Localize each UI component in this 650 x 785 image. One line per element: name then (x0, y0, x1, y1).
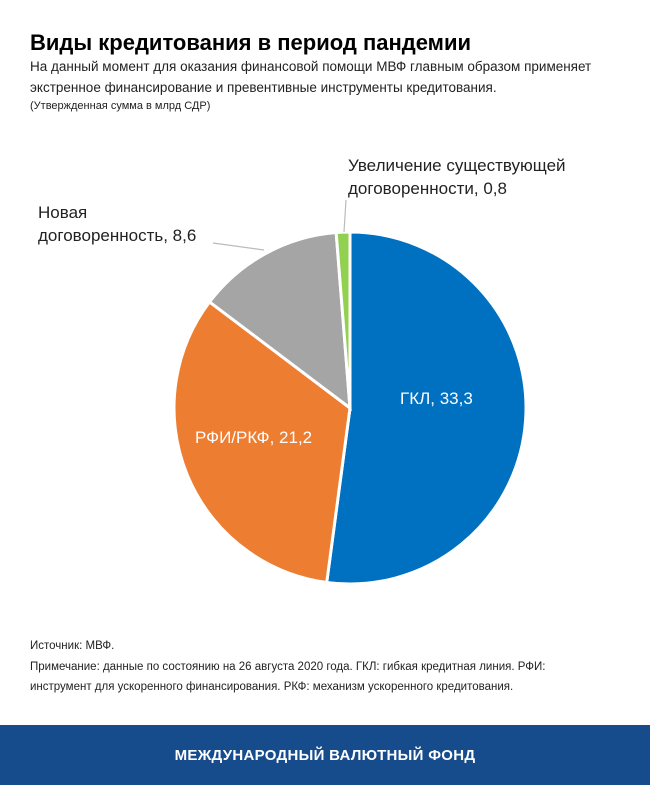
source: Источник: МВФ. (30, 640, 115, 652)
pie-slice (325, 230, 528, 586)
data-label: ГКЛ, 33,3 (400, 389, 473, 408)
pie-slice (334, 230, 352, 409)
data-label: Новая договоренность, 8,6 (38, 203, 197, 245)
unit-note: (Утвержденная сумма в млрд СДР) (30, 100, 211, 112)
subtitle: На данный момент для оказания финансовой… (30, 59, 592, 95)
leader-line (212, 242, 265, 251)
chart-title: Виды кредитования в период пандемии (30, 30, 471, 55)
data-label: РФИ/РКФ, 21,2 (195, 428, 313, 447)
note: Примечание: данные по состоянию на 26 ав… (30, 661, 546, 693)
footer: МЕЖДУНАРОДНЫЙ ВАЛЮТНЫЙ ФОНД (0, 725, 650, 785)
data-label: Увеличение существующей договоренности, … (348, 156, 566, 198)
pie-slice (172, 299, 352, 585)
pie-slice (207, 230, 352, 412)
leader-line (343, 199, 347, 233)
